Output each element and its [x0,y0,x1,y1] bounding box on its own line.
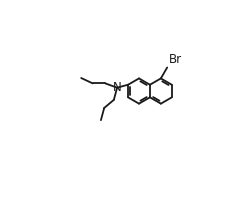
Text: N: N [113,81,121,94]
Text: Br: Br [169,53,182,66]
